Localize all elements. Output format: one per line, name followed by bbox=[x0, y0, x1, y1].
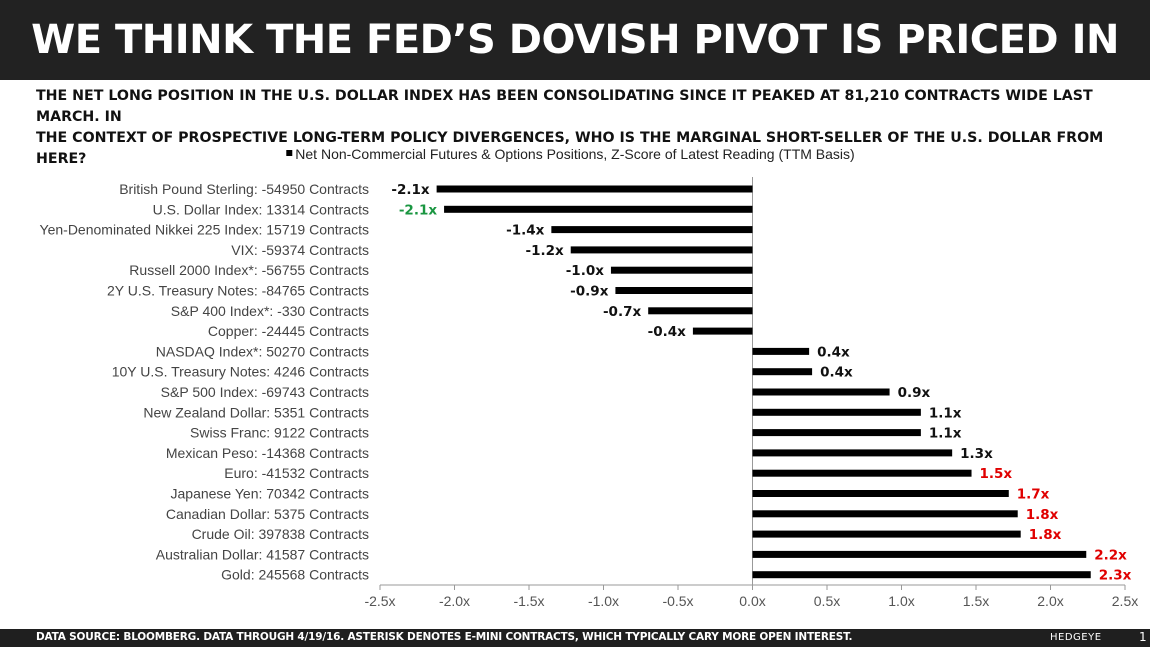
subtitle-line-2: THE CONTEXT OF PROSPECTIVE LONG-TERM POL… bbox=[36, 130, 1104, 167]
subtitle-line-1: THE NET LONG POSITION IN THE U.S. DOLLAR… bbox=[36, 88, 1093, 125]
data-label: -2.1x bbox=[399, 202, 438, 218]
category-label: Crude Oil: 397838 Contracts bbox=[192, 526, 369, 542]
bar bbox=[615, 287, 753, 294]
category-label: VIX: -59374 Contracts bbox=[231, 242, 369, 258]
data-source-note: DATA SOURCE: BLOOMBERG. DATA THROUGH 4/1… bbox=[36, 631, 853, 643]
data-label: 1.8x bbox=[1029, 527, 1062, 543]
bar bbox=[752, 408, 921, 416]
data-label: -2.1x bbox=[391, 182, 430, 198]
category-label: S&P 500 Index: -69743 Contracts bbox=[161, 384, 369, 400]
bar bbox=[570, 246, 753, 254]
x-tick-label: -0.5x bbox=[662, 593, 693, 609]
bar bbox=[752, 469, 972, 477]
footer-bar: DATA SOURCE: BLOOMBERG. DATA THROUGH 4/1… bbox=[0, 629, 1150, 647]
data-label: 1.8x bbox=[1026, 507, 1059, 523]
data-label: -0.4x bbox=[648, 324, 687, 340]
x-tick-label: -2.0x bbox=[439, 593, 470, 609]
data-label: 1.3x bbox=[960, 446, 993, 462]
data-label: 0.4x bbox=[817, 344, 850, 360]
bar-chart: Net Non-Commercial Futures & Options Pos… bbox=[40, 146, 1139, 609]
bar bbox=[648, 307, 753, 315]
category-label: U.S. Dollar Index: 13314 Contracts bbox=[153, 201, 369, 217]
category-label: S&P 400 Index*: -330 Contracts bbox=[171, 303, 369, 319]
bar bbox=[752, 510, 1018, 518]
category-label: Mexican Peso: -14368 Contracts bbox=[166, 445, 369, 461]
data-label: 2.3x bbox=[1099, 568, 1132, 584]
bar bbox=[752, 429, 921, 437]
bar bbox=[752, 368, 813, 376]
x-tick-label: 0.5x bbox=[814, 593, 840, 609]
category-label: 10Y U.S. Treasury Notes: 4246 Contracts bbox=[112, 364, 369, 380]
category-label: Copper: -24445 Contracts bbox=[208, 323, 369, 339]
x-tick-label: -1.0x bbox=[588, 593, 619, 609]
data-label: -1.4x bbox=[506, 223, 545, 239]
data-label: 1.7x bbox=[1017, 487, 1050, 503]
bar bbox=[610, 266, 753, 274]
category-label: NASDAQ Index*: 50270 Contracts bbox=[156, 343, 369, 359]
x-tick-label: -1.5x bbox=[513, 593, 544, 609]
bar bbox=[752, 347, 810, 355]
bar bbox=[752, 490, 1009, 497]
bar bbox=[752, 530, 1021, 538]
data-label: -1.2x bbox=[525, 243, 564, 259]
data-label: 1.1x bbox=[929, 426, 962, 442]
category-label: Russell 2000 Index*: -56755 Contracts bbox=[129, 262, 369, 278]
x-tick-label: -2.5x bbox=[364, 593, 395, 609]
page-title: WE THINK THE FED’S DOVISH PIVOT IS PRICE… bbox=[31, 17, 1119, 63]
data-label: 1.1x bbox=[929, 405, 962, 421]
bar bbox=[444, 205, 753, 213]
data-label: 0.9x bbox=[898, 385, 931, 401]
title-bar: WE THINK THE FED’S DOVISH PIVOT IS PRICE… bbox=[0, 0, 1150, 80]
legend-swatch bbox=[286, 150, 293, 156]
x-tick-label: 2.5x bbox=[1112, 593, 1138, 609]
data-label: -1.0x bbox=[566, 263, 605, 279]
category-label: Swiss Franc: 9122 Contracts bbox=[190, 425, 369, 441]
category-label: Australian Dollar: 41587 Contracts bbox=[156, 546, 369, 562]
bar bbox=[551, 226, 753, 234]
data-label: 0.4x bbox=[820, 365, 853, 381]
category-label: 2Y U.S. Treasury Notes: -84765 Contracts bbox=[107, 283, 369, 299]
x-tick-label: 1.0x bbox=[888, 593, 914, 609]
data-label: 2.2x bbox=[1094, 547, 1127, 563]
x-tick-label: 1.5x bbox=[963, 593, 989, 609]
page-number: 1 bbox=[1139, 630, 1147, 644]
bar bbox=[752, 388, 890, 396]
category-label: British Pound Sterling: -54950 Contracts bbox=[119, 181, 369, 197]
subtitle: THE NET LONG POSITION IN THE U.S. DOLLAR… bbox=[36, 86, 1136, 170]
category-label: Gold: 245568 Contracts bbox=[221, 567, 369, 583]
category-label: Yen-Denominated Nikkei 225 Index: 15719 … bbox=[40, 222, 369, 238]
category-label: New Zealand Dollar: 5351 Contracts bbox=[143, 404, 369, 420]
category-label: Euro: -41532 Contracts bbox=[224, 465, 369, 481]
x-tick-label: 0.0x bbox=[739, 593, 765, 609]
legend-label: Net Non-Commercial Futures & Options Pos… bbox=[295, 146, 854, 162]
bar bbox=[692, 327, 753, 335]
bar bbox=[752, 449, 953, 457]
data-label: 1.5x bbox=[980, 466, 1013, 482]
category-label: Japanese Yen: 70342 Contracts bbox=[171, 486, 370, 502]
bar bbox=[436, 185, 753, 193]
data-label: -0.9x bbox=[570, 284, 609, 300]
data-label: -0.7x bbox=[603, 304, 642, 320]
bar bbox=[752, 550, 1087, 558]
category-label: Canadian Dollar: 5375 Contracts bbox=[166, 506, 369, 522]
x-tick-label: 2.0x bbox=[1037, 593, 1063, 609]
brand-logo: HEDGEYE bbox=[1050, 632, 1102, 643]
bar bbox=[752, 571, 1091, 579]
